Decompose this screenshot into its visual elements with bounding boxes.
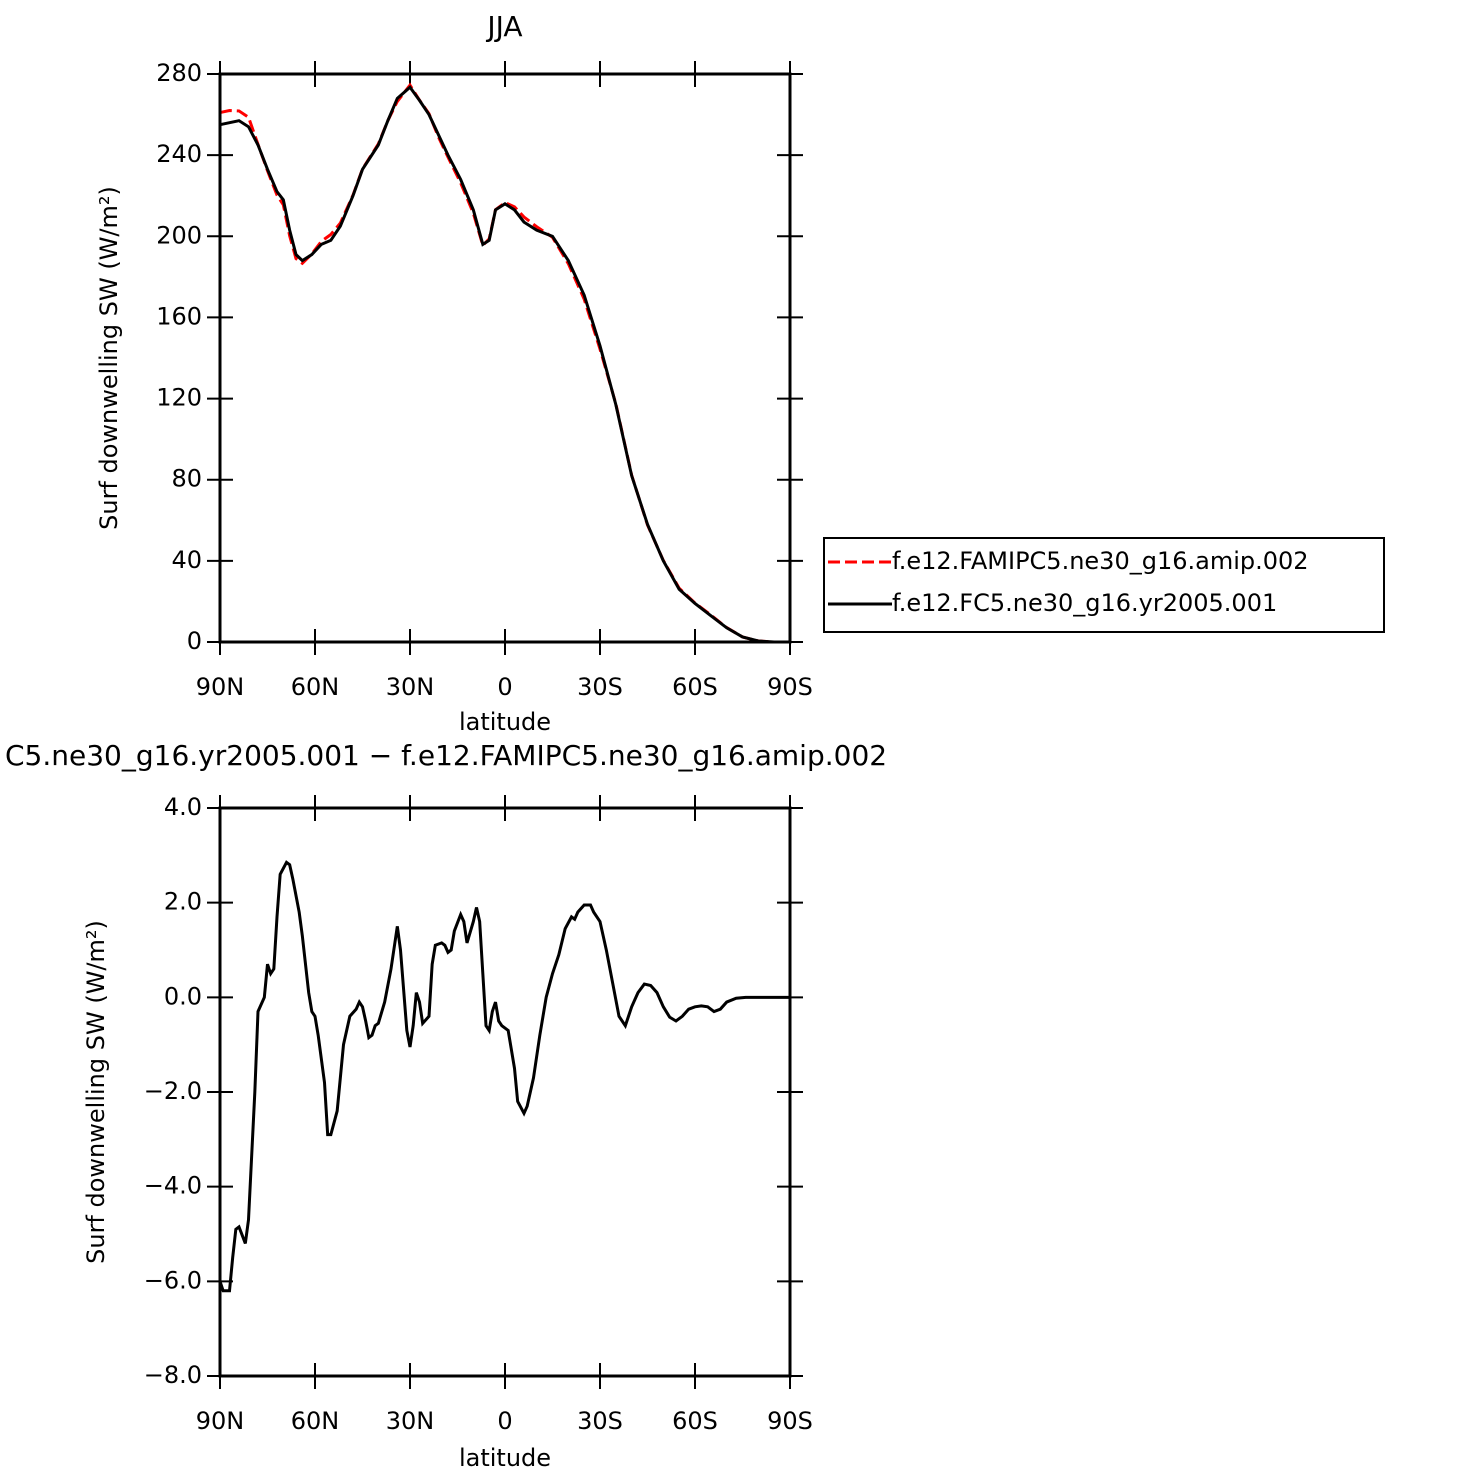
y-tick-label: 240 (156, 140, 202, 168)
x-tick-label: 0 (497, 1407, 512, 1435)
y-axis-label: Surf downwelling SW (W/m²) (82, 920, 110, 1264)
chart-title: C5.ne30_g16.yr2005.001 − f.e12.FAMIPC5.n… (5, 739, 887, 772)
y-tick-label: −4.0 (144, 1172, 202, 1200)
y-tick-label: 0 (187, 627, 202, 655)
y-tick-label: 160 (156, 302, 202, 330)
y-tick-label: 280 (156, 59, 202, 87)
chart-title: JJA (485, 10, 522, 43)
data-line (218, 860, 790, 1293)
data-line (219, 84, 790, 644)
legend-label: f.e12.FAMIPC5.ne30_g16.amip.002 (892, 547, 1309, 575)
x-tick-label: 0 (497, 673, 512, 701)
x-tick-label: 60N (291, 1407, 340, 1435)
y-tick-label: 40 (171, 546, 202, 574)
x-axis-label: latitude (459, 708, 551, 736)
y-tick-label: 80 (171, 465, 202, 493)
x-tick-label: 90S (767, 1407, 813, 1435)
x-tick-label: 30S (577, 1407, 623, 1435)
x-axis-label: latitude (459, 1444, 551, 1472)
y-tick-label: −6.0 (144, 1266, 202, 1294)
plot-frame (218, 72, 792, 644)
x-tick-label: 30S (577, 673, 623, 701)
x-tick-label: 60S (672, 673, 718, 701)
data-line (219, 82, 790, 644)
legend-box (823, 537, 1385, 633)
x-tick-label: 90N (196, 673, 245, 701)
y-axis-label: Surf downwelling SW (W/m²) (95, 186, 123, 530)
y-tick-label: 0.0 (164, 982, 202, 1010)
x-tick-label: 30N (386, 1407, 435, 1435)
legend-label: f.e12.FC5.ne30_g16.yr2005.001 (892, 589, 1277, 617)
plot-frame (218, 806, 792, 1378)
y-tick-label: 120 (156, 384, 202, 412)
x-tick-label: 90N (196, 1407, 245, 1435)
y-tick-label: 200 (156, 221, 202, 249)
x-tick-label: 30N (386, 673, 435, 701)
x-tick-label: 90S (767, 673, 813, 701)
y-tick-label: −2.0 (144, 1077, 202, 1105)
x-tick-label: 60N (291, 673, 340, 701)
y-tick-label: 2.0 (164, 888, 202, 916)
x-tick-label: 60S (672, 1407, 718, 1435)
y-tick-label: −8.0 (144, 1361, 202, 1389)
y-tick-label: 4.0 (164, 793, 202, 821)
